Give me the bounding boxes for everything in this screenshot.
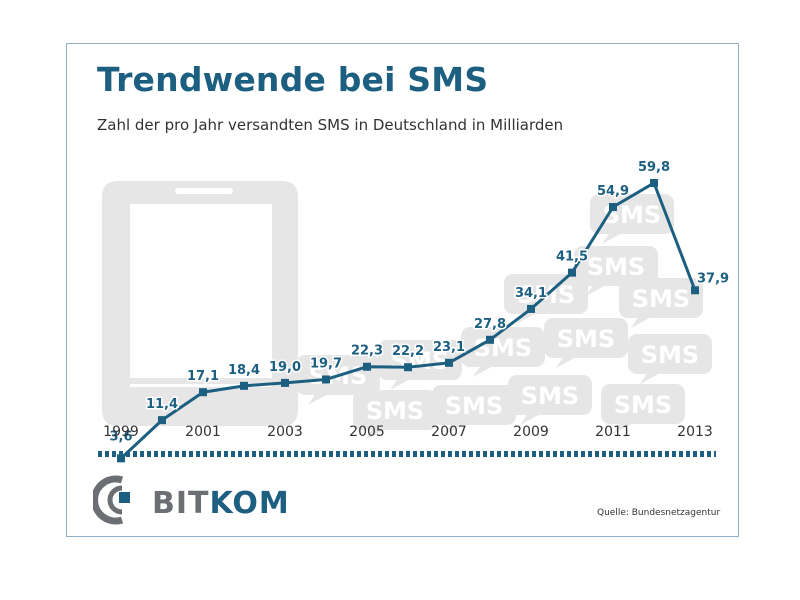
data-point-2000	[158, 416, 166, 425]
sms-bubble-label: SMS	[521, 382, 579, 410]
sms-bubble-icon: SMS	[461, 327, 545, 377]
sms-bubble-label: SMS	[641, 341, 699, 369]
phone-watermark-icon	[102, 181, 298, 426]
data-point-2009	[527, 304, 535, 313]
data-label-2009: 34,1	[515, 286, 547, 301]
logo-part-1: BIT	[152, 486, 210, 521]
data-point-2012	[650, 178, 658, 187]
sms-bubble-label: SMS	[474, 334, 532, 362]
data-label-2002: 18,4	[228, 363, 260, 378]
sms-bubble-icon: SMS	[544, 318, 628, 368]
data-label-2008: 27,8	[474, 317, 506, 332]
data-label-2007: 23,1	[433, 340, 465, 355]
x-axis: 1999 2001 2003 2005 2007 2009 2011 2013	[103, 424, 713, 440]
x-tick-label-2007: 2007	[431, 424, 467, 440]
data-label-2000: 11,4	[146, 397, 178, 412]
data-label-2001: 17,1	[187, 369, 219, 384]
data-label-2011: 54,9	[597, 184, 629, 199]
x-tick-label-2009: 2009	[513, 424, 549, 440]
sms-bubble-icon: SMS	[574, 246, 658, 296]
x-tick-label-2011: 2011	[595, 424, 631, 440]
chart-subtitle: Zahl der pro Jahr versandten SMS in Deut…	[97, 116, 564, 134]
source-note: Quelle: Bundesnetzagentur	[597, 508, 721, 518]
sms-bubble-label: SMS	[391, 347, 449, 375]
data-point-2004	[322, 375, 330, 384]
data-label-2003: 19,0	[269, 360, 301, 375]
logo-part-2: KOM	[209, 486, 290, 521]
sms-bubble-icon: SMS	[378, 340, 462, 390]
x-tick-label-1999: 1999	[103, 424, 139, 440]
sms-bubble-icon: SMS	[601, 384, 685, 434]
sms-bubble-label: SMS	[614, 391, 672, 419]
data-point-2007	[445, 358, 453, 367]
bitkom-logo-icon	[93, 475, 130, 525]
data-point-1999	[117, 454, 125, 463]
data-point-2001	[199, 388, 207, 397]
data-point-2011	[609, 202, 617, 211]
data-label-2013: 37,9	[697, 271, 729, 286]
sms-bubble-label: SMS	[557, 325, 615, 353]
sms-bubble-icon: SMS	[432, 385, 516, 435]
logo-wordmark: BITKOM	[152, 486, 290, 521]
data-point-2006	[404, 363, 412, 372]
sms-bubble-icon: SMS	[353, 390, 437, 440]
x-tick-label-2003: 2003	[267, 424, 303, 440]
data-point-2013	[691, 286, 699, 295]
chart-title: Trendwende bei SMS	[97, 60, 489, 99]
x-tick-label-2013: 2013	[677, 424, 713, 440]
data-label-2006: 22,2	[392, 344, 424, 359]
data-point-2003	[281, 378, 289, 387]
data-point-2010	[568, 268, 576, 277]
data-label-2012: 59,8	[638, 160, 670, 175]
sms-bubble-icon: SMS	[619, 278, 703, 328]
sms-bubble-label: SMS	[366, 397, 424, 425]
data-point-2002	[240, 381, 248, 390]
sms-bubble-icon: SMS	[508, 375, 592, 425]
data-label-2005: 22,3	[351, 344, 383, 359]
series-group: 3,6 11,4 17,1 18,4 19,0 19,7 22,3 22,2 23,1 27,8 3…	[108, 158, 731, 463]
data-label-2004: 19,7	[310, 356, 342, 371]
data-point-2008	[486, 335, 494, 344]
sms-bubble-icon: SMS	[628, 334, 712, 384]
data-point-2005	[363, 362, 371, 371]
x-tick-label-2005: 2005	[349, 424, 385, 440]
sms-bubble-label: SMS	[632, 285, 690, 313]
data-label-1999: 3,6	[109, 429, 132, 444]
x-tick-label-2001: 2001	[185, 424, 221, 440]
data-label-2010: 41,5	[556, 250, 588, 265]
sms-bubble-label: SMS	[445, 392, 503, 420]
sms-bubble-label: SMS	[587, 253, 645, 281]
